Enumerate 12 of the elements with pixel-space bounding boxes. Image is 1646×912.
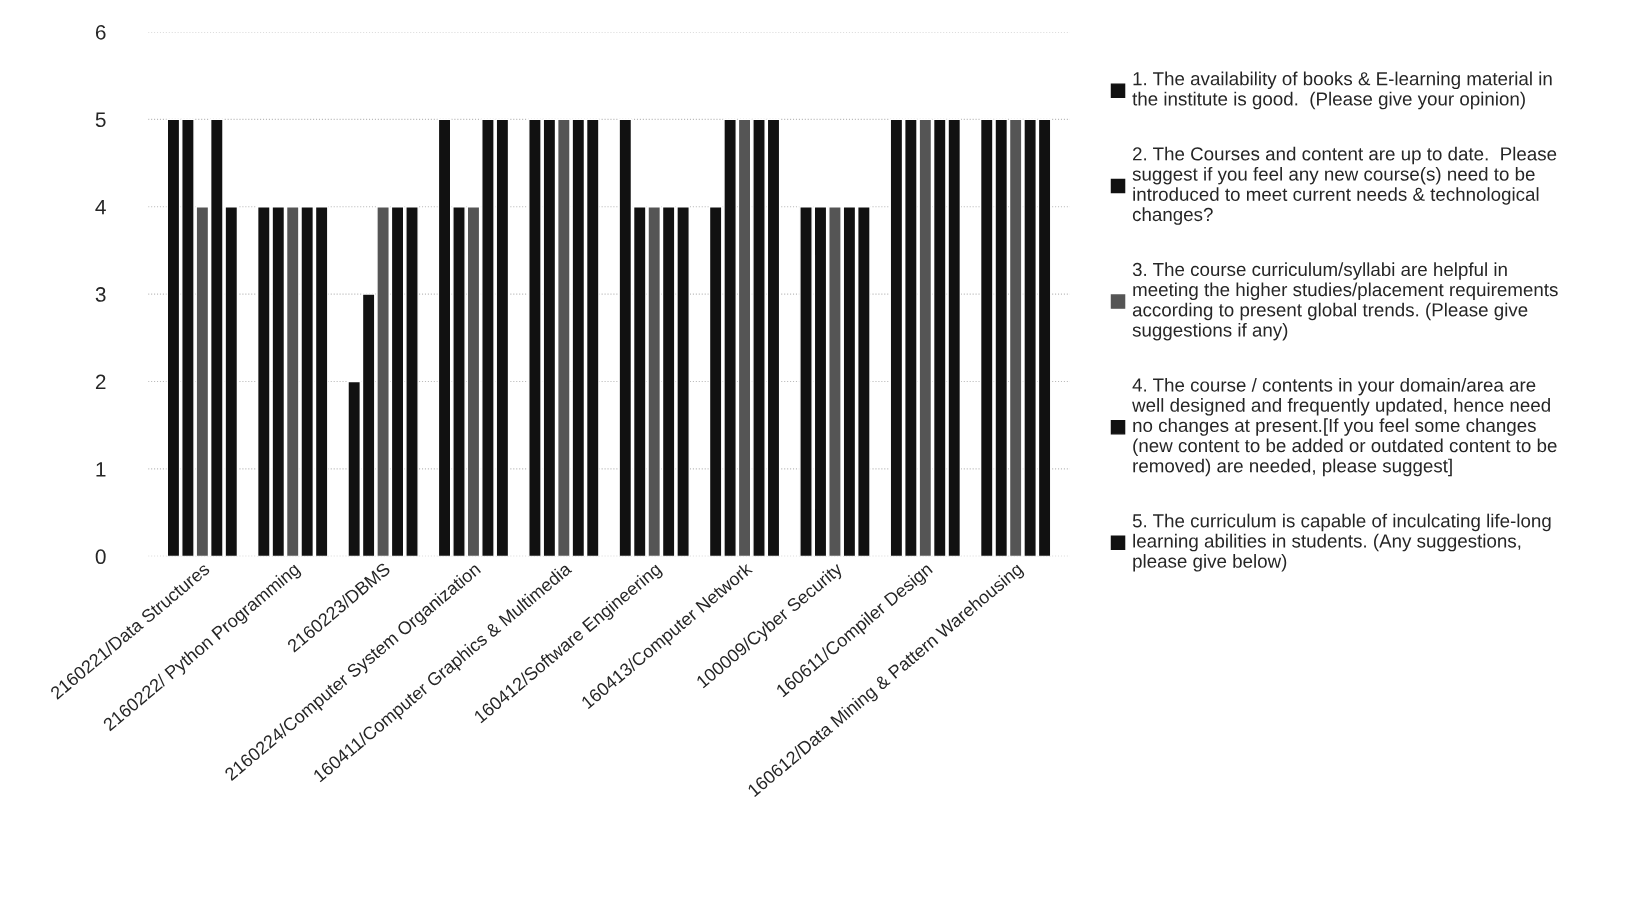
- legend-label: 5. The curriculum is capable of inculcating life-long learning abilities in students. (Any suggestions, please give below): [1132, 513, 1551, 572]
- legend-label: 4. The course / contents in your domain/area are well designed and frequently updated, hence need no changes at present.[If you feel some changes (new content to be added or outdated content to be removed) are needed, please suggest]: [1132, 377, 1557, 477]
- y-tick-label: 0: [95, 549, 106, 565]
- y-tick-label: 5: [95, 112, 106, 128]
- legend-label: 1. The availability of books & E-learning material in the institute is good. (Please give your opinion): [1132, 71, 1552, 110]
- y-tick-label: 1: [96, 462, 106, 477]
- y-tick-label: 6: [95, 24, 106, 40]
- legend-label: 3. The course curriculum/syllabi are helpful in meeting the higher studies/placement requirements according to present global trends. (Please give suggestions if any): [1132, 262, 1558, 341]
- legend-label: 2. The Courses and content are up to date. Please suggest if you feel any new course(s) need to be introduced to meet current needs & technological changes?: [1132, 146, 1557, 225]
- y-tick-label: 3: [95, 287, 106, 302]
- y-tick-label: 4: [95, 199, 106, 215]
- y-tick-label: 2: [95, 374, 106, 390]
